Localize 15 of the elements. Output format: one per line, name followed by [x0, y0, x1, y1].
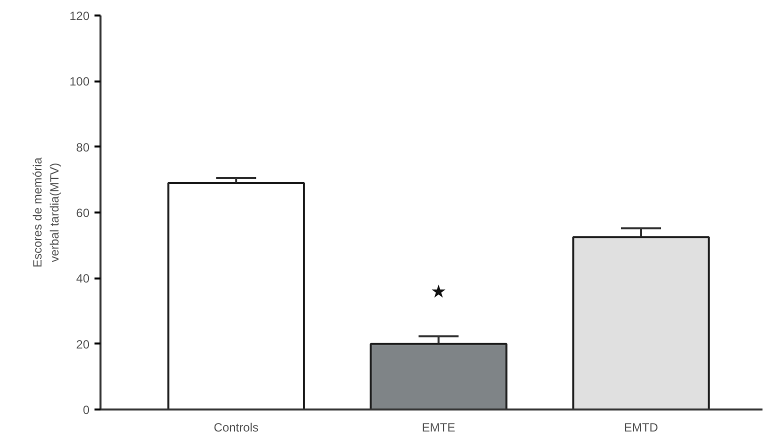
y-tick-label: 120: [69, 9, 90, 23]
x-tick-label: Controls: [214, 420, 258, 434]
y-tick-label: 100: [69, 74, 90, 89]
annotation: ★: [430, 281, 447, 302]
y-axis-title: Escores de memória verbal tardia(MTV): [30, 157, 62, 268]
y-tick-label: 0: [82, 403, 90, 417]
bar: [370, 342, 508, 410]
y-tick-label: 40: [76, 272, 90, 286]
bar: [167, 182, 305, 410]
x-tick-label: EMTE: [422, 420, 456, 434]
x-tick-label: EMTD: [624, 420, 658, 434]
y-tick-label: 20: [76, 337, 90, 352]
y-tick-label: 60: [76, 206, 90, 220]
bar: [572, 236, 710, 410]
y-tick-label: 80: [76, 140, 90, 154]
